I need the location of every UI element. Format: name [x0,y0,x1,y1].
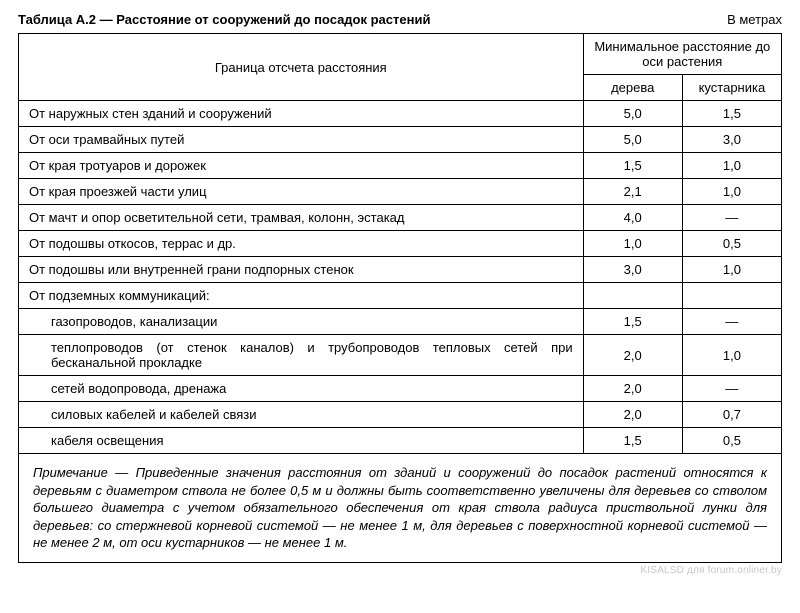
row-shrub: 1,0 [682,153,781,179]
col-header-boundary: Граница отсчета расстояния [19,34,584,101]
group-item-tree: 1,5 [583,428,682,454]
col-header-group: Минимальное расстояние до оси растения [583,34,781,75]
units-label: В метрах [727,12,782,27]
row-label: От оси трамвайных путей [19,127,584,153]
row-tree: 2,1 [583,179,682,205]
row-label: От подошвы или внутренней грани подпорны… [19,257,584,283]
group-item-tree: 2,0 [583,335,682,376]
row-tree: 1,0 [583,231,682,257]
table-body: От наружных стен зданий и сооружений5,01… [19,101,782,563]
row-tree: 4,0 [583,205,682,231]
group-item-label: кабеля освещения [19,428,584,454]
row-tree: 3,0 [583,257,682,283]
table-row: От края проезжей части улиц2,11,0 [19,179,782,205]
group-item-row: сетей водопровода, дренажа2,0— [19,376,782,402]
watermark: KISALSD для forum.onliner.by [18,565,782,576]
group-tree [583,283,682,309]
row-label: От подошвы откосов, террас и др. [19,231,584,257]
group-item-label: теплопроводов (от стенок каналов) и труб… [19,335,584,376]
row-label: От наружных стен зданий и сооружений [19,101,584,127]
header-row: Таблица А.2 — Расстояние от сооружений д… [18,12,782,27]
row-label: От края тротуаров и дорожек [19,153,584,179]
group-item-label: газопроводов, канализации [19,309,584,335]
group-item-row: кабеля освещения1,50,5 [19,428,782,454]
group-item-shrub: 0,7 [682,402,781,428]
group-item-shrub: — [682,376,781,402]
group-item-row: силовых кабелей и кабелей связи2,00,7 [19,402,782,428]
row-label: От края проезжей части улиц [19,179,584,205]
note-cell: Примечание — Приведенные значения рассто… [19,454,782,563]
row-shrub: 0,5 [682,231,781,257]
group-item-shrub: — [682,309,781,335]
col-header-tree: дерева [583,75,682,101]
table-row: От оси трамвайных путей5,03,0 [19,127,782,153]
group-item-row: теплопроводов (от стенок каналов) и труб… [19,335,782,376]
col-header-shrub: кустарника [682,75,781,101]
row-label: От мачт и опор осветительной сети, трамв… [19,205,584,231]
row-shrub: — [682,205,781,231]
group-item-row: газопроводов, канализации1,5— [19,309,782,335]
group-item-shrub: 1,0 [682,335,781,376]
group-shrub [682,283,781,309]
table-title: Таблица А.2 — Расстояние от сооружений д… [18,12,430,27]
note-row: Примечание — Приведенные значения рассто… [19,454,782,563]
row-shrub: 1,5 [682,101,781,127]
row-shrub: 3,0 [682,127,781,153]
group-item-shrub: 0,5 [682,428,781,454]
row-tree: 1,5 [583,153,682,179]
table-row: От наружных стен зданий и сооружений5,01… [19,101,782,127]
group-item-tree: 2,0 [583,376,682,402]
note-lead: Примечание [33,465,108,480]
distance-table: Граница отсчета расстояния Минимальное р… [18,33,782,563]
row-tree: 5,0 [583,127,682,153]
row-tree: 5,0 [583,101,682,127]
group-label: От подземных коммуникаций: [19,283,584,309]
table-row: От подошвы или внутренней грани подпорны… [19,257,782,283]
group-item-tree: 1,5 [583,309,682,335]
row-shrub: 1,0 [682,257,781,283]
group-item-label: сетей водопровода, дренажа [19,376,584,402]
group-item-label: силовых кабелей и кабелей связи [19,402,584,428]
note-text: — Приведенные значения расстояния от зда… [33,465,767,550]
table-row: От подошвы откосов, террас и др.1,00,5 [19,231,782,257]
table-row: От мачт и опор осветительной сети, трамв… [19,205,782,231]
group-item-tree: 2,0 [583,402,682,428]
table-row: От края тротуаров и дорожек1,51,0 [19,153,782,179]
row-shrub: 1,0 [682,179,781,205]
group-header-row: От подземных коммуникаций: [19,283,782,309]
